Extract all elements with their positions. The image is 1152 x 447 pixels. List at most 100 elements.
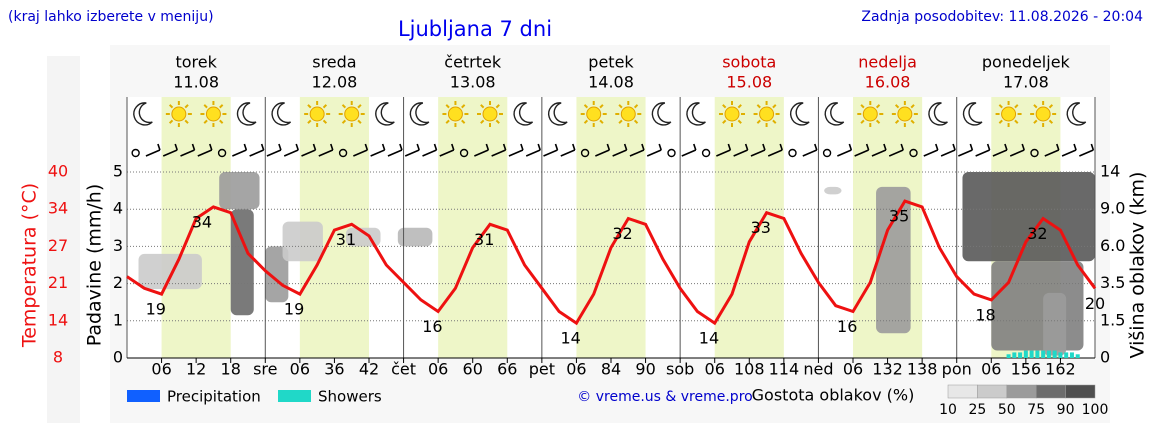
wind-barb bbox=[491, 149, 506, 157]
day-date: 15.08 bbox=[726, 73, 772, 92]
sun-icon bbox=[580, 101, 607, 127]
sun-ray bbox=[307, 104, 312, 109]
wind-barb bbox=[1004, 143, 1008, 151]
wind-barb bbox=[387, 149, 403, 157]
day-name: ponedeljek bbox=[982, 53, 1071, 72]
x-tick-label: sob bbox=[666, 360, 694, 379]
sun-ray bbox=[1033, 119, 1038, 124]
wind-barb bbox=[572, 143, 576, 151]
wind-calm bbox=[338, 148, 348, 158]
wind-barb bbox=[232, 149, 247, 157]
wind-barb bbox=[295, 143, 299, 151]
x-tick-label: pet bbox=[529, 360, 555, 379]
x-tick-label: 84 bbox=[601, 360, 621, 379]
x-tick-label: 06 bbox=[566, 360, 586, 379]
wind-calm bbox=[580, 148, 590, 158]
sun-ray bbox=[875, 119, 881, 124]
sun-icon bbox=[338, 101, 365, 127]
cloud-area bbox=[1043, 292, 1067, 356]
chart-title: Ljubljana 7 dni bbox=[398, 17, 552, 41]
density-tick-label: 25 bbox=[968, 402, 986, 418]
sun-ray bbox=[341, 104, 347, 109]
wind-calm bbox=[131, 148, 140, 158]
sun-ray bbox=[168, 119, 174, 124]
precip-bar bbox=[1012, 352, 1017, 358]
sun-icon bbox=[304, 101, 331, 127]
precip-bar bbox=[1058, 352, 1063, 358]
moon-icon bbox=[271, 102, 292, 126]
sun-ray bbox=[445, 104, 450, 109]
sun-ray bbox=[1048, 104, 1054, 109]
wind-barb bbox=[750, 149, 766, 157]
y-tick-label: 5 bbox=[113, 162, 123, 181]
wind-barb bbox=[370, 149, 385, 157]
menu-note: (kraj lahko izberete v meniju) bbox=[8, 9, 214, 25]
y-tick-label: 4 bbox=[113, 199, 123, 218]
wind-barb bbox=[992, 149, 1008, 157]
sun-ray bbox=[307, 119, 312, 124]
legend-swatch bbox=[127, 390, 160, 402]
wind-barb bbox=[1009, 149, 1025, 157]
temp-label: 32 bbox=[1027, 224, 1047, 243]
sun-ray bbox=[910, 104, 915, 109]
wind-barb bbox=[157, 143, 161, 151]
density-tick-label: 75 bbox=[1027, 402, 1045, 418]
wind-barb bbox=[1079, 149, 1094, 157]
precip-bar bbox=[1035, 350, 1040, 358]
wind-barb bbox=[1021, 143, 1025, 151]
y-axis-title: Padavine (mm/h) bbox=[84, 184, 106, 347]
wind-barb bbox=[301, 149, 316, 157]
wind-barb bbox=[283, 149, 299, 157]
wind-barb bbox=[180, 149, 195, 157]
sun-icon bbox=[719, 101, 745, 127]
sun-disc bbox=[447, 106, 463, 122]
wind-barb bbox=[416, 143, 420, 151]
x-tick-label: 06 bbox=[705, 360, 725, 379]
sun-ray bbox=[860, 119, 865, 124]
wind-barb bbox=[209, 143, 213, 151]
wind-barb bbox=[837, 149, 852, 157]
wind-barb bbox=[312, 143, 317, 151]
temp-tick-label: 27 bbox=[48, 236, 68, 255]
wind-barb bbox=[508, 149, 524, 157]
moon-icon bbox=[790, 102, 810, 126]
moon-icon bbox=[651, 102, 672, 126]
sun-ray bbox=[998, 104, 1003, 109]
temp-tick-label: 21 bbox=[48, 273, 68, 292]
y-tick-label: 0 bbox=[113, 348, 123, 367]
wind-calm bbox=[217, 148, 227, 158]
x-tick-label: 132 bbox=[872, 360, 903, 379]
legend-label: Precipitation bbox=[167, 388, 261, 406]
wind-barb bbox=[162, 149, 178, 157]
wind-barb bbox=[646, 149, 662, 157]
temp-label: 14 bbox=[560, 329, 580, 348]
x-tick-label: ned bbox=[803, 360, 833, 379]
wind-barb bbox=[1073, 143, 1077, 151]
wind-barb bbox=[145, 149, 161, 157]
wind-barb bbox=[249, 149, 264, 157]
sun-disc bbox=[620, 106, 636, 122]
sun-ray bbox=[722, 119, 727, 124]
wind-barb bbox=[381, 143, 386, 151]
sun-ray bbox=[203, 104, 208, 109]
temp-tick-label: 14 bbox=[48, 310, 68, 329]
y2-tick-label: 9.0 bbox=[1100, 199, 1125, 218]
sun-disc bbox=[344, 106, 360, 122]
wind-barb bbox=[779, 143, 783, 151]
x-tick-label: 18 bbox=[221, 360, 241, 379]
density-swatch bbox=[947, 384, 978, 399]
x-tick-label: 06 bbox=[151, 360, 171, 379]
density-title: Gostota oblakov (%) bbox=[752, 386, 915, 405]
wind-barb bbox=[762, 143, 766, 151]
day-name: četrtek bbox=[444, 53, 502, 72]
day-date: 12.08 bbox=[312, 73, 358, 92]
x-tick-label: pon bbox=[942, 360, 972, 379]
wind-barb bbox=[1090, 143, 1095, 151]
legend-label: Showers bbox=[318, 388, 382, 406]
cloud-area bbox=[876, 186, 911, 334]
sun-ray bbox=[203, 119, 208, 124]
wind-barb bbox=[629, 149, 645, 157]
precip-bar bbox=[1075, 354, 1080, 358]
wind-barb bbox=[958, 149, 973, 157]
day-date: 17.08 bbox=[1003, 73, 1049, 92]
